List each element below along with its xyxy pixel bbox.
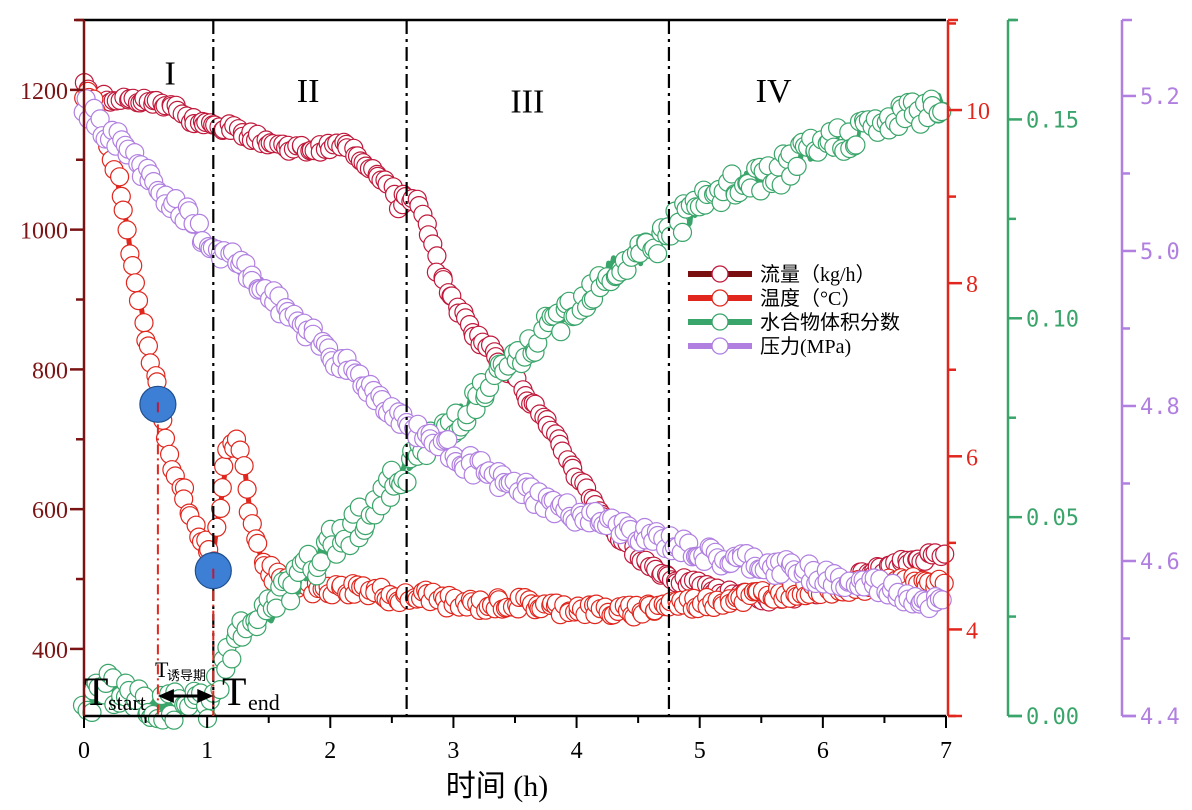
data-point <box>125 273 145 293</box>
data-point <box>311 552 331 572</box>
x-tick-label: 1 <box>201 738 213 764</box>
x-tick-label: 2 <box>324 738 336 764</box>
y-tick-label-pressure: 5.0 <box>1140 240 1180 265</box>
y-tick-label-hydrate: 0.15 <box>1026 108 1079 133</box>
data-point <box>647 244 668 264</box>
legend-label: 流量（kg/h） <box>760 263 876 286</box>
data-point <box>134 313 154 333</box>
legend-label: 温度（°C） <box>760 287 861 310</box>
legend-item-flow: 流量（kg/h） <box>688 263 876 286</box>
data-point <box>551 322 571 342</box>
axes: 0 1 2 3 4 5 6 7 400 600 800 1000 1200 4 6 8 10 0.00 0.05 0.… <box>20 18 1180 764</box>
legend-marker-icon <box>711 289 729 307</box>
x-axis-title: 时间 (h) <box>446 770 548 803</box>
legend-label: 压力(MPa) <box>760 335 851 358</box>
legend-marker-icon <box>711 313 729 331</box>
data-point <box>128 291 149 311</box>
x-tick-label: 6 <box>817 738 829 764</box>
legend-marker-icon <box>711 337 729 355</box>
t-end-subscript: end <box>248 690 280 715</box>
data-point <box>113 200 133 220</box>
y-tick-label-temp: 4 <box>966 618 978 644</box>
legend-item-temp: 温度（°C） <box>688 287 861 310</box>
x-tick-label: 5 <box>694 738 706 764</box>
data-point <box>210 679 230 700</box>
data-point <box>248 533 268 554</box>
t-start-label: T <box>84 669 108 714</box>
legend-item-pressure: 压力(MPa) <box>688 335 851 358</box>
series-pressure <box>73 89 952 619</box>
x-tick-label: 3 <box>447 738 459 764</box>
data-point <box>123 256 143 276</box>
region-layer: I II III IV <box>165 20 792 716</box>
y-tick-label-temp: 8 <box>966 272 978 298</box>
y-tick-label-hydrate: 0.05 <box>1026 506 1079 531</box>
y-tick-label-pressure: 4.8 <box>1140 395 1180 420</box>
data-point <box>932 101 952 122</box>
y-tick-label-hydrate: 0.10 <box>1026 307 1079 332</box>
data-point <box>281 591 301 611</box>
data-point <box>117 220 137 240</box>
data-point <box>672 222 693 242</box>
y-tick-label-temp: 6 <box>966 445 978 471</box>
legend-label: 水合物体积分数 <box>760 311 900 334</box>
legend-item-hydrate: 水合物体积分数 <box>688 311 900 334</box>
induction-subscript: 诱导期 <box>167 668 206 683</box>
data-point <box>427 246 447 266</box>
data-point <box>214 456 234 477</box>
y-tick-label-pressure: 5.2 <box>1140 85 1180 110</box>
y-tick-label-flow: 400 <box>32 638 68 664</box>
data-point <box>164 710 184 730</box>
data-point <box>155 428 176 448</box>
y-tick-label-pressure: 4.6 <box>1140 550 1180 575</box>
induction-label: T <box>155 657 169 682</box>
y-tick-label-flow: 800 <box>32 358 68 384</box>
y-tick-label-hydrate: 0.00 <box>1026 705 1079 730</box>
data-point <box>222 649 242 669</box>
y-tick-label-flow: 600 <box>32 498 68 524</box>
data-point <box>932 590 952 610</box>
t-start-subscript: start <box>108 690 146 715</box>
region-label-1: I <box>165 55 176 92</box>
arrow-right-icon <box>197 689 214 703</box>
x-tick-label: 0 <box>78 738 90 764</box>
data-point <box>935 544 955 564</box>
legend-marker-icon <box>711 265 729 283</box>
t-end-label: T <box>222 669 246 714</box>
data-point <box>722 164 742 184</box>
data-point <box>211 498 231 518</box>
y-tick-label-temp: 10 <box>966 99 990 125</box>
data-point <box>212 478 232 498</box>
data-point <box>846 135 866 155</box>
data-point <box>109 167 130 187</box>
arrow-left-icon <box>157 689 174 703</box>
region-label-3: III <box>510 83 544 120</box>
x-tick-label: 4 <box>571 738 583 764</box>
y-tick-label-pressure: 4.4 <box>1140 705 1180 730</box>
data-point <box>234 456 254 476</box>
data-point <box>189 213 209 233</box>
series-layer <box>72 72 955 730</box>
y-tick-label-flow: 1000 <box>20 219 68 245</box>
series-hydrate <box>72 89 952 730</box>
y-tick-label-flow: 1200 <box>20 79 68 105</box>
data-point <box>207 517 227 537</box>
data-point <box>138 336 158 356</box>
region-label-4: IV <box>756 73 792 110</box>
region-label-2: II <box>297 73 320 110</box>
data-point <box>438 430 458 450</box>
x-tick-label: 7 <box>940 738 952 764</box>
data-point <box>787 156 807 176</box>
data-point <box>237 479 257 499</box>
